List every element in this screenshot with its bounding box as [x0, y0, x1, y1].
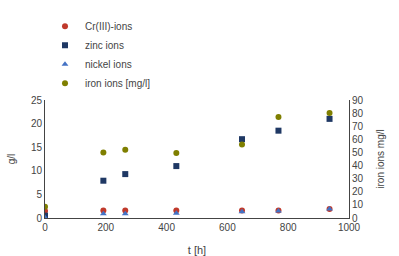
svg-text:10: 10 [31, 165, 43, 176]
svg-text:0: 0 [352, 213, 358, 224]
svg-text:0: 0 [36, 213, 42, 224]
svg-text:90: 90 [352, 95, 364, 106]
svg-text:60: 60 [352, 134, 364, 145]
svg-text:600: 600 [219, 222, 236, 233]
svg-text:80: 80 [352, 108, 364, 119]
svg-text:70: 70 [352, 121, 364, 132]
svg-text:iron ions mg/l: iron ions mg/l [375, 129, 386, 188]
svg-text:50: 50 [352, 147, 364, 158]
svg-text:200: 200 [97, 222, 114, 233]
svg-text:10: 10 [352, 199, 364, 210]
svg-text:30: 30 [352, 173, 364, 184]
svg-text:nickel ions: nickel ions [85, 59, 132, 70]
svg-text:400: 400 [158, 222, 175, 233]
svg-text:g/l: g/l [6, 154, 17, 165]
svg-text:t [h]: t [h] [188, 244, 206, 256]
svg-text:15: 15 [31, 142, 43, 153]
svg-text:20: 20 [352, 186, 364, 197]
svg-text:800: 800 [280, 222, 297, 233]
svg-text:20: 20 [31, 118, 43, 129]
svg-text:25: 25 [31, 95, 43, 106]
svg-text:1000: 1000 [338, 222, 361, 233]
svg-text:0: 0 [42, 222, 48, 233]
svg-text:Cr(III)-ions: Cr(III)-ions [85, 21, 132, 32]
svg-text:zinc ions: zinc ions [85, 40, 124, 51]
svg-text:5: 5 [36, 189, 42, 200]
svg-text:iron ions [mg/l]: iron ions [mg/l] [85, 78, 150, 89]
svg-text:40: 40 [352, 160, 364, 171]
